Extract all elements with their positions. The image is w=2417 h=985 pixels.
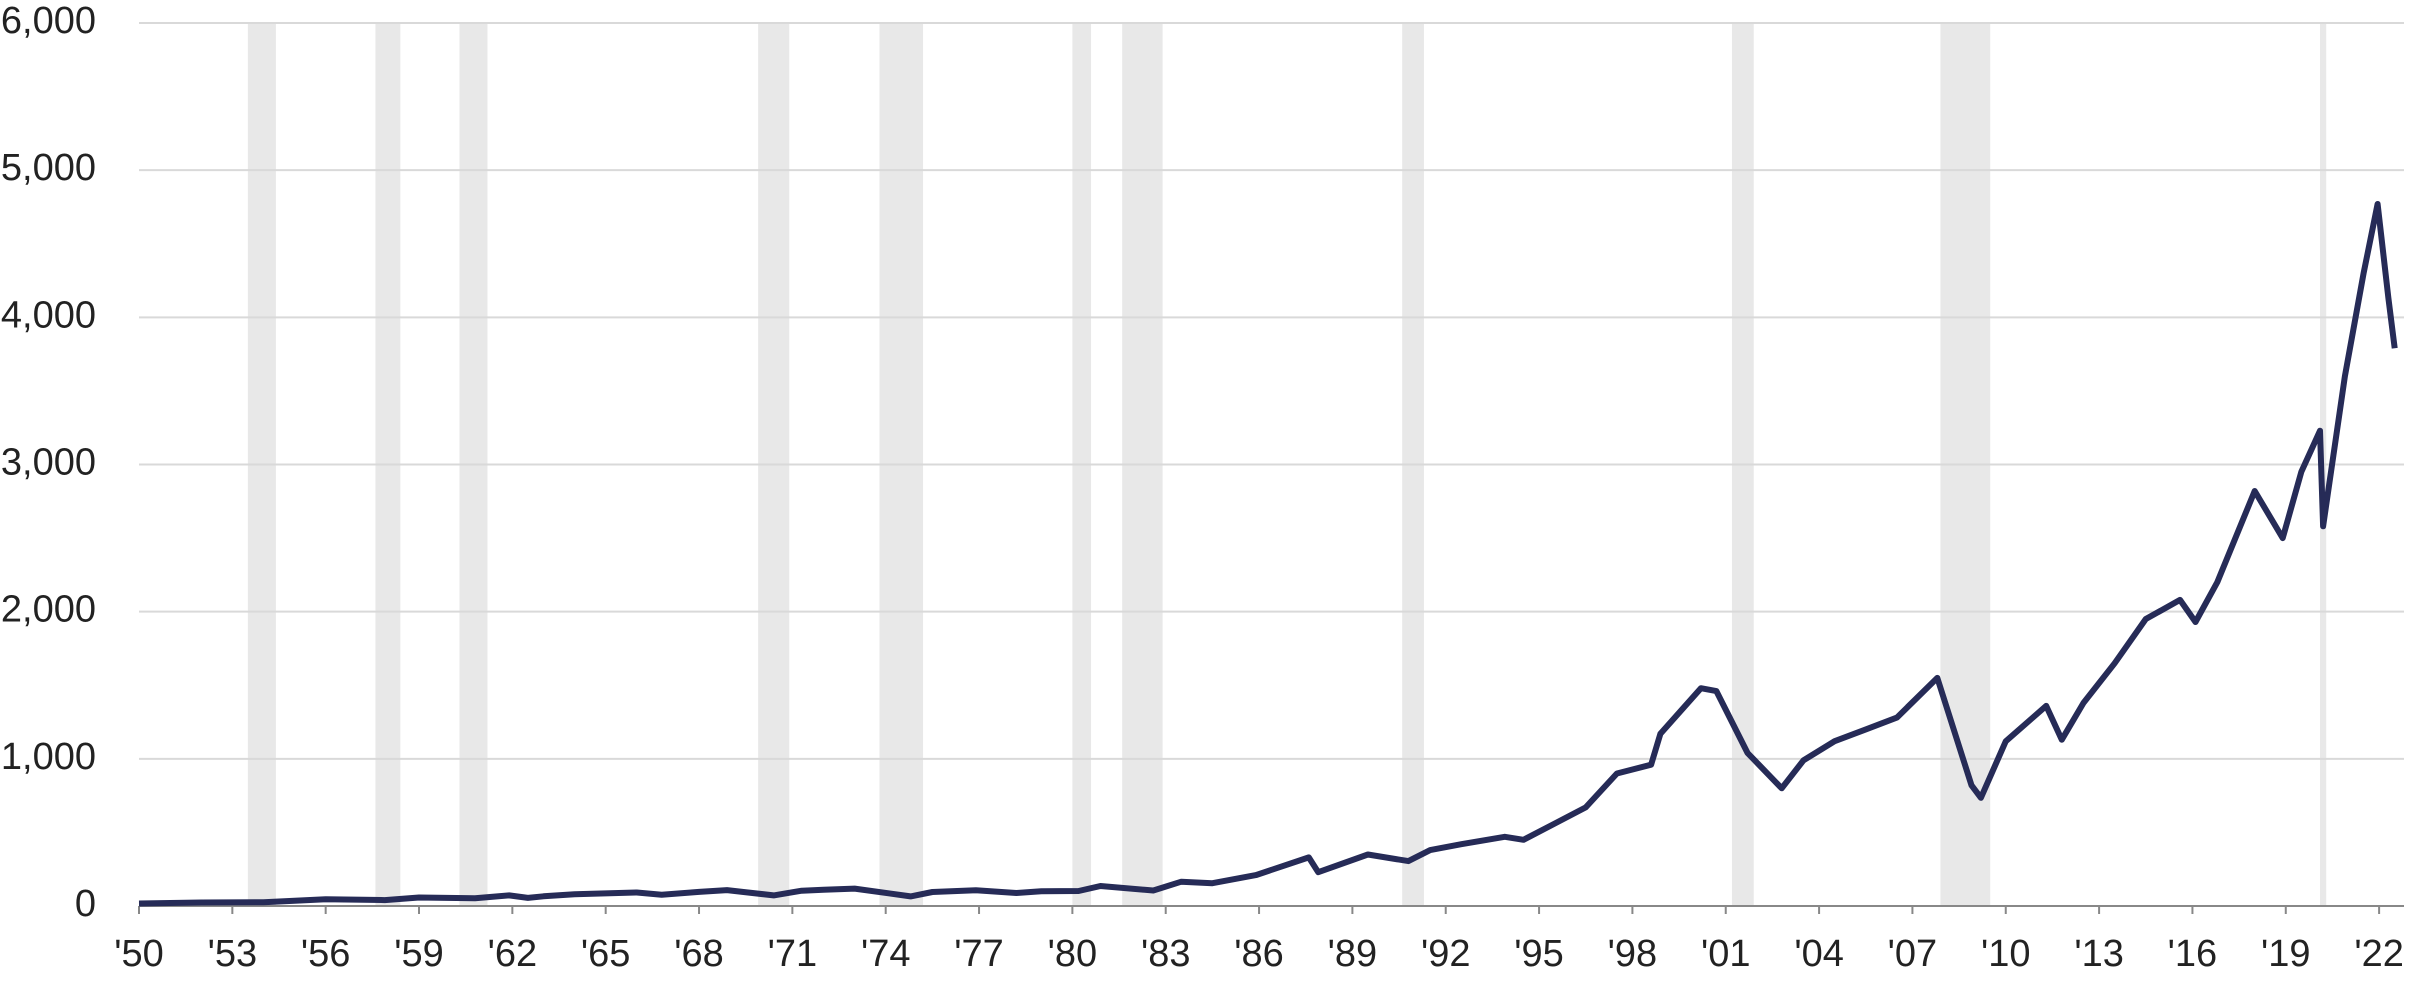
x-tick-label: '62 (488, 933, 538, 975)
x-tick-label: '80 (1048, 933, 1098, 975)
x-tick-label: '19 (2261, 933, 2311, 975)
x-tick-label: '22 (2354, 933, 2404, 975)
y-tick-label: 2,000 (1, 589, 96, 631)
y-tick-label: 5,000 (1, 147, 96, 189)
y-tick-label: 1,000 (1, 736, 96, 778)
x-tick-label: '89 (1328, 933, 1378, 975)
x-tick-label: '68 (674, 933, 724, 975)
x-tick-label: '10 (1981, 933, 2031, 975)
x-tick-label: '83 (1141, 933, 1191, 975)
x-tick-label: '71 (768, 933, 818, 975)
x-tick-label: '53 (208, 933, 258, 975)
x-tick-label: '95 (1514, 933, 1564, 975)
x-tick-label: '59 (394, 933, 444, 975)
x-tick-label: '77 (954, 933, 1004, 975)
x-tick-label: '74 (861, 933, 911, 975)
x-tick-label: '16 (2168, 933, 2218, 975)
y-tick-label: 6,000 (1, 0, 96, 42)
x-tick-label: '86 (1234, 933, 1284, 975)
x-tick-label: '92 (1421, 933, 1471, 975)
x-tick-label: '04 (1794, 933, 1844, 975)
y-tick-label: 4,000 (1, 294, 96, 336)
x-tick-label: '65 (581, 933, 631, 975)
x-tick-label: '50 (114, 933, 164, 975)
x-tick-label: '01 (1701, 933, 1751, 975)
x-tick-label: '98 (1608, 933, 1658, 975)
x-tick-label: '07 (1888, 933, 1938, 975)
y-tick-label: 0 (75, 883, 96, 925)
series-line (138, 201, 2398, 907)
x-tick-label: '13 (2074, 933, 2124, 975)
x-tick-label: '56 (301, 933, 351, 975)
y-tick-label: 3,000 (1, 442, 96, 484)
